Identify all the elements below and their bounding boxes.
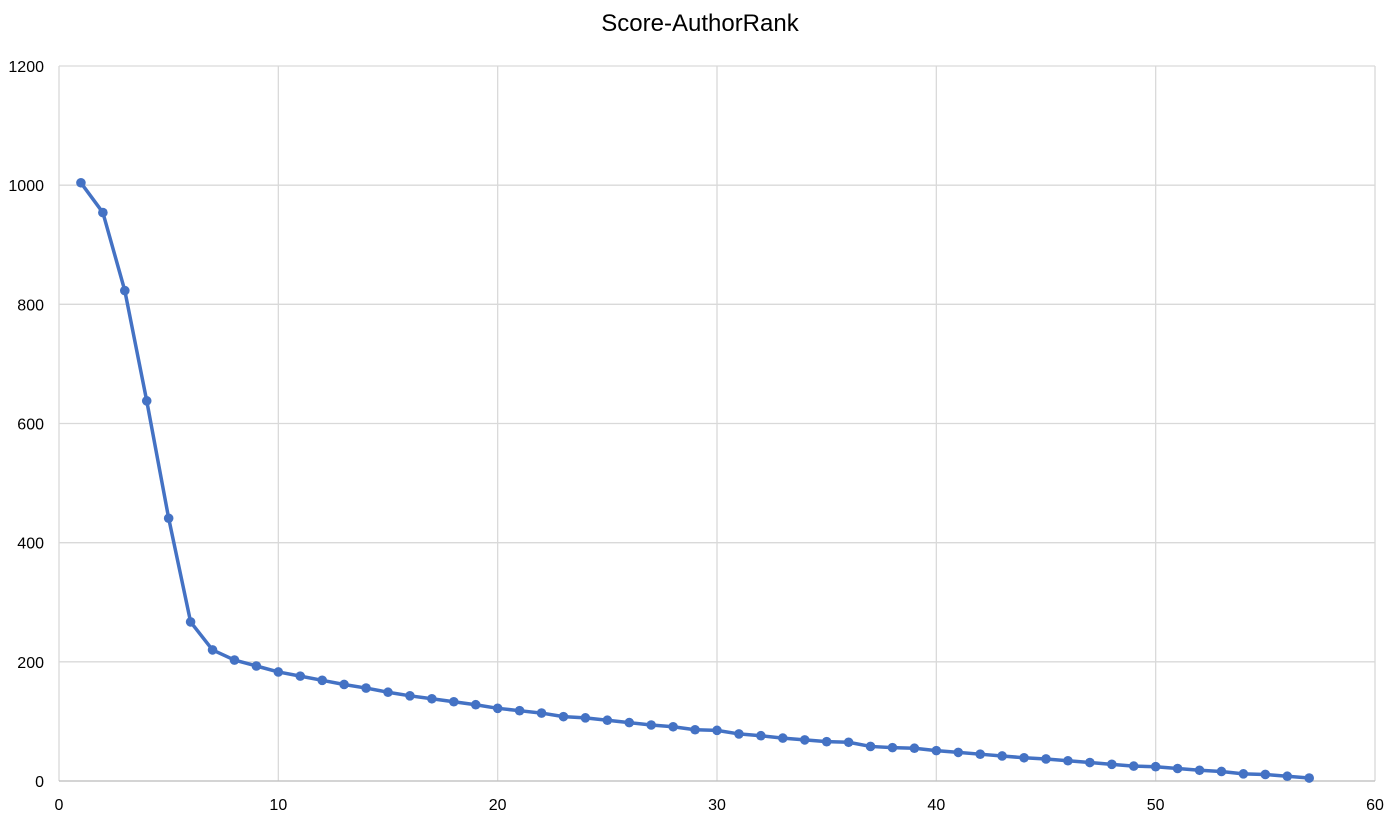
data-point [1107,759,1117,770]
data-point [1216,766,1227,777]
y-tick-label: 1000 [8,178,44,195]
data-point [909,743,920,754]
data-point [887,742,898,753]
data-point [514,705,525,716]
data-point [1282,771,1293,782]
data-point [449,696,459,707]
data-point [646,720,656,730]
data-point [756,730,766,741]
data-point [1150,761,1161,772]
data-point [1238,769,1249,779]
x-tick-label: 10 [269,797,287,814]
data-point [668,721,678,732]
y-tick-label: 800 [17,297,44,314]
chart-title: Score-AuthorRank [601,10,799,37]
data-point [317,675,328,686]
data-point [1172,763,1183,774]
y-tick-label: 0 [35,774,44,791]
data-point [207,645,218,655]
x-tick-label: 20 [489,797,507,814]
series-line [79,181,1311,780]
data-point [339,679,349,690]
y-tick-label: 400 [17,536,44,553]
data-point [975,749,985,759]
data-point [1128,761,1139,771]
data-point [185,617,196,627]
data-point [799,735,810,745]
data-point [712,725,722,736]
data-point [1260,769,1271,780]
data-point [141,396,152,406]
data-point [383,687,393,698]
gridlines [58,65,1376,782]
data-point [76,177,86,188]
data-point [580,713,591,723]
data-point [602,715,613,726]
data-point [1085,757,1095,768]
data-point [865,741,876,752]
data-point [361,683,371,693]
x-tick-label: 30 [708,797,726,814]
data-point [405,690,415,701]
data-point [427,693,437,704]
data-point [1019,752,1029,763]
x-tick-label: 0 [55,797,64,814]
y-tick-label: 600 [17,417,44,434]
data-point [492,703,503,714]
data-point [624,717,635,728]
data-point [295,671,306,681]
x-tick-label: 40 [927,797,945,814]
data-point [690,724,700,735]
data-point [536,708,547,718]
data-point [997,751,1007,761]
data-point [1041,754,1051,764]
y-tick-label: 1200 [8,59,44,76]
data-point [163,513,174,524]
data-point [251,661,262,671]
data-point [229,655,240,665]
data-point [98,207,108,218]
series-points [76,177,1314,783]
data-point [1194,765,1205,776]
x-tick-label: 50 [1147,797,1165,814]
y-tick-labels: 0 200 400 600 800 1000 1200 [8,59,44,791]
y-tick-label: 200 [17,655,44,672]
data-point [558,711,569,722]
data-point [1304,773,1314,783]
data-point [931,745,942,756]
data-point [120,285,130,296]
data-point [1063,755,1073,766]
data-point [734,729,744,739]
data-point [778,733,788,743]
data-point [953,747,964,758]
x-tick-label: 60 [1366,797,1384,814]
data-point [470,699,481,710]
data-point [273,667,284,677]
data-point [821,736,832,747]
x-tick-labels: 0 10 20 30 40 50 60 [55,797,1384,814]
data-point [843,737,854,748]
